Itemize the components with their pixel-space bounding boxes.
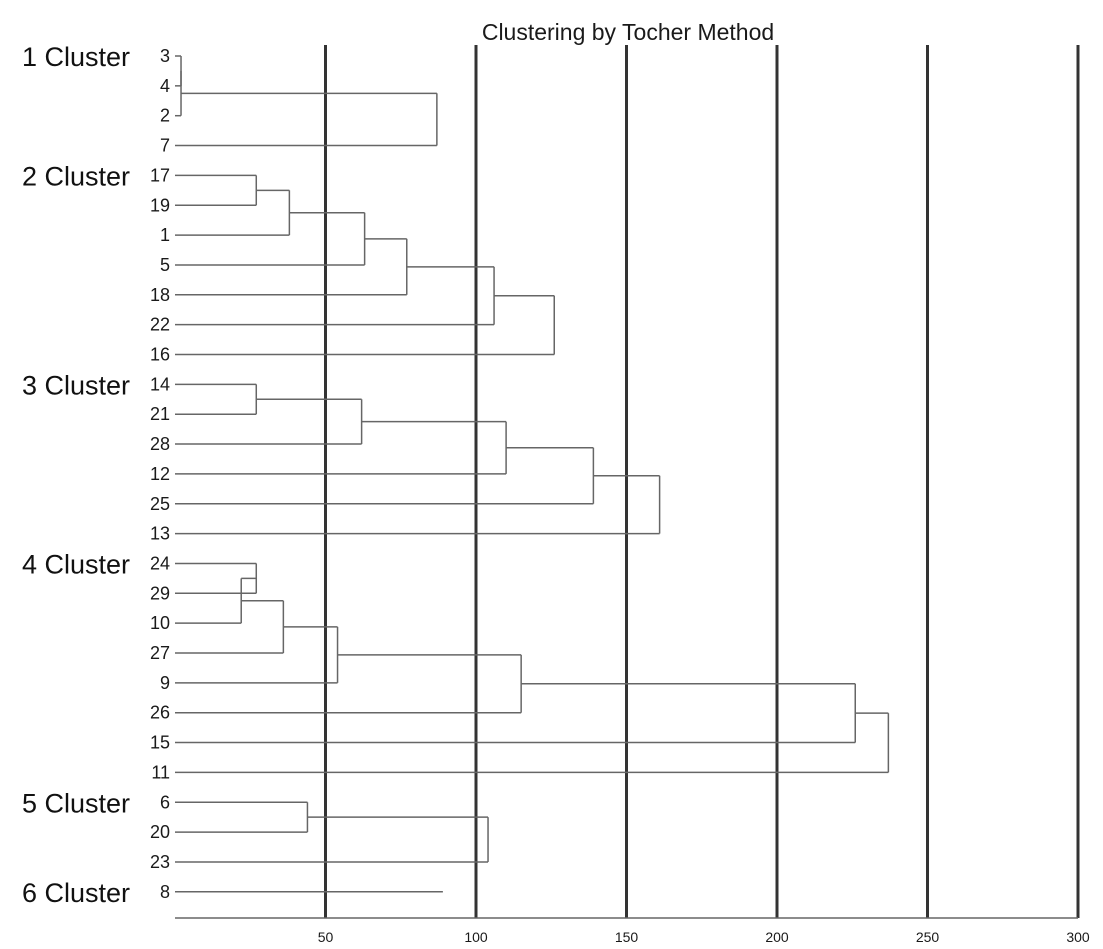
dendrogram-branches [175, 55, 890, 893]
cluster-label-4: 4 Cluster [22, 549, 130, 579]
merge-bracket-m2 [175, 70, 182, 117]
merge-bracket-m6 [175, 211, 366, 266]
merge-bracket-m8 [175, 266, 495, 326]
leaf-label: 13 [150, 524, 170, 544]
leaf-label: 18 [150, 285, 170, 305]
leaf-label: 28 [150, 434, 170, 454]
leaf-label: 26 [150, 703, 170, 723]
merge-bracket-m4 [175, 174, 258, 206]
leaf-label: 1 [160, 225, 170, 245]
x-tick-label: 150 [615, 929, 639, 945]
leaf-label: 14 [150, 374, 170, 394]
cluster-label-2: 2 Cluster [22, 161, 130, 191]
leaf-label: 15 [150, 733, 170, 753]
leaf-labels: 3427171915182216142128122513242910279261… [150, 46, 170, 902]
leaf-label: 9 [160, 673, 170, 693]
leaf-label: 2 [160, 106, 170, 126]
x-tick-label: 100 [464, 929, 488, 945]
merge-bracket-m22 [175, 801, 309, 833]
cluster-labels: 1 Cluster 2 Cluster 3 Cluster 4 Cluster 5 Cl… [22, 42, 130, 908]
leaf-label: 25 [150, 494, 170, 514]
leaf-label: 12 [150, 464, 170, 484]
cluster-label-5: 5 Cluster [22, 788, 130, 818]
leaf-label: 4 [160, 76, 170, 96]
merge-bracket-m11 [175, 398, 363, 445]
x-tick-label: 200 [765, 929, 789, 945]
leaf-label: 3 [160, 46, 170, 66]
merge-bracket-m14 [175, 475, 661, 535]
merge-bracket-m7 [175, 238, 408, 296]
leaf-label: 23 [150, 852, 170, 872]
merge-bracket-m5 [175, 189, 291, 236]
leaf-label: 6 [160, 792, 170, 812]
x-tick-label: 250 [916, 929, 940, 945]
x-tick-label: 50 [318, 929, 334, 945]
leaf-label: 21 [150, 404, 170, 424]
merge-bracket-m19 [175, 654, 522, 714]
cluster-label-1: 1 Cluster [22, 42, 130, 72]
leaf-label: 20 [150, 822, 170, 842]
merge-bracket-m3 [175, 92, 438, 147]
leaf-label: 24 [150, 553, 170, 573]
merge-bracket-m18 [175, 626, 339, 684]
x-axis: 50 100 150 200 250 300 [175, 917, 1090, 945]
merge-bracket-m10 [175, 383, 258, 415]
x-tick-label: 300 [1066, 929, 1090, 945]
cluster-label-3: 3 Cluster [22, 370, 130, 400]
leaf-label: 7 [160, 136, 170, 156]
leaf-label: 8 [160, 882, 170, 902]
leaf-label: 19 [150, 195, 170, 215]
leaf-label: 16 [150, 345, 170, 365]
vertical-gridlines [324, 45, 1080, 918]
merge-bracket-m17 [175, 600, 285, 654]
merge-bracket-m9 [175, 294, 556, 356]
leaf-label: 22 [150, 315, 170, 335]
cluster-label-6: 6 Cluster [22, 878, 130, 908]
merge-bracket-m12 [175, 420, 507, 475]
merge-bracket-m23 [175, 816, 489, 863]
leaf-label: 27 [150, 643, 170, 663]
leaf-label: 29 [150, 583, 170, 603]
leaf-label: 17 [150, 165, 170, 185]
merge-bracket-m13 [175, 447, 595, 505]
merge-bracket-m21 [175, 712, 890, 774]
leaf-label: 10 [150, 613, 170, 633]
chart-title: Clustering by Tocher Method [482, 19, 774, 45]
leaf-label: 5 [160, 255, 170, 275]
leaf-label: 11 [151, 762, 170, 782]
merge-bracket-m1 [175, 55, 182, 87]
